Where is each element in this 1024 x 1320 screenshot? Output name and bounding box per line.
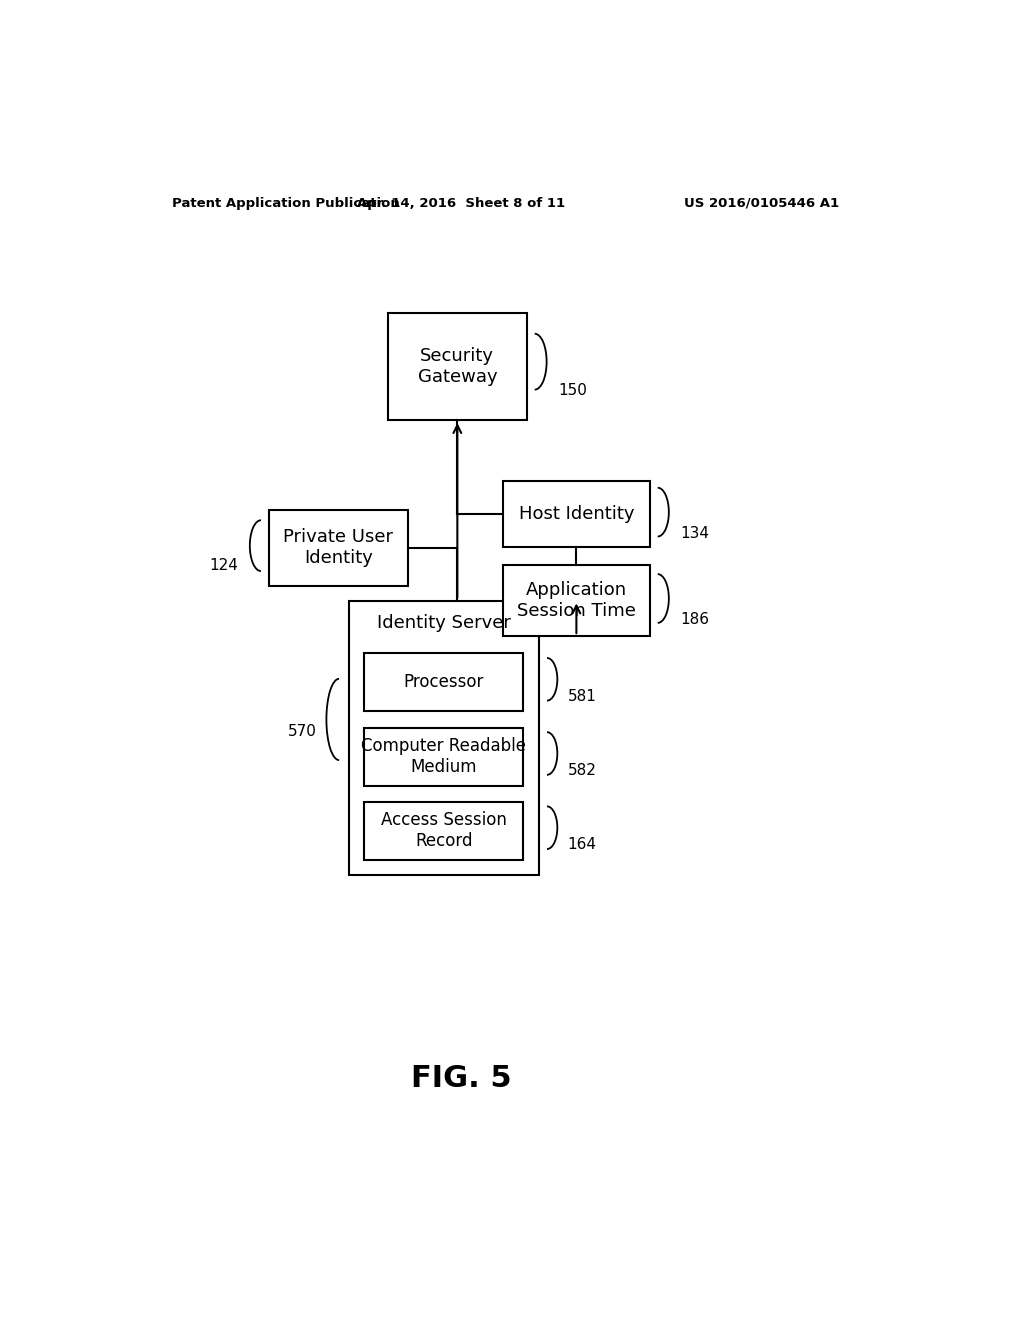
Bar (269, 510, 408, 586)
Text: 134: 134 (680, 525, 709, 540)
Text: 124: 124 (209, 558, 239, 573)
Bar (348, 601, 539, 875)
Text: Identity Server: Identity Server (377, 614, 511, 632)
Text: FIG. 5: FIG. 5 (411, 1064, 512, 1093)
Text: 582: 582 (567, 763, 597, 777)
Text: Security
Gateway: Security Gateway (418, 347, 498, 387)
Bar (365, 727, 523, 785)
Text: 164: 164 (567, 837, 597, 851)
Bar (388, 313, 526, 420)
Text: Processor: Processor (403, 673, 484, 692)
Bar (365, 653, 523, 711)
Bar (503, 565, 650, 636)
Text: 186: 186 (680, 612, 709, 627)
Text: Patent Application Publication: Patent Application Publication (172, 197, 399, 210)
Text: Computer Readable
Medium: Computer Readable Medium (361, 737, 526, 776)
Text: Application
Session Time: Application Session Time (517, 581, 636, 620)
Text: 581: 581 (567, 689, 597, 704)
Text: Access Session
Record: Access Session Record (381, 812, 507, 850)
Text: 570: 570 (288, 723, 316, 739)
Text: Private User
Identity: Private User Identity (284, 528, 393, 568)
Bar (365, 801, 523, 859)
Text: US 2016/0105446 A1: US 2016/0105446 A1 (684, 197, 839, 210)
Bar (503, 480, 650, 548)
Text: Host Identity: Host Identity (518, 506, 634, 523)
Text: 150: 150 (558, 383, 588, 399)
Text: Apr. 14, 2016  Sheet 8 of 11: Apr. 14, 2016 Sheet 8 of 11 (357, 197, 565, 210)
